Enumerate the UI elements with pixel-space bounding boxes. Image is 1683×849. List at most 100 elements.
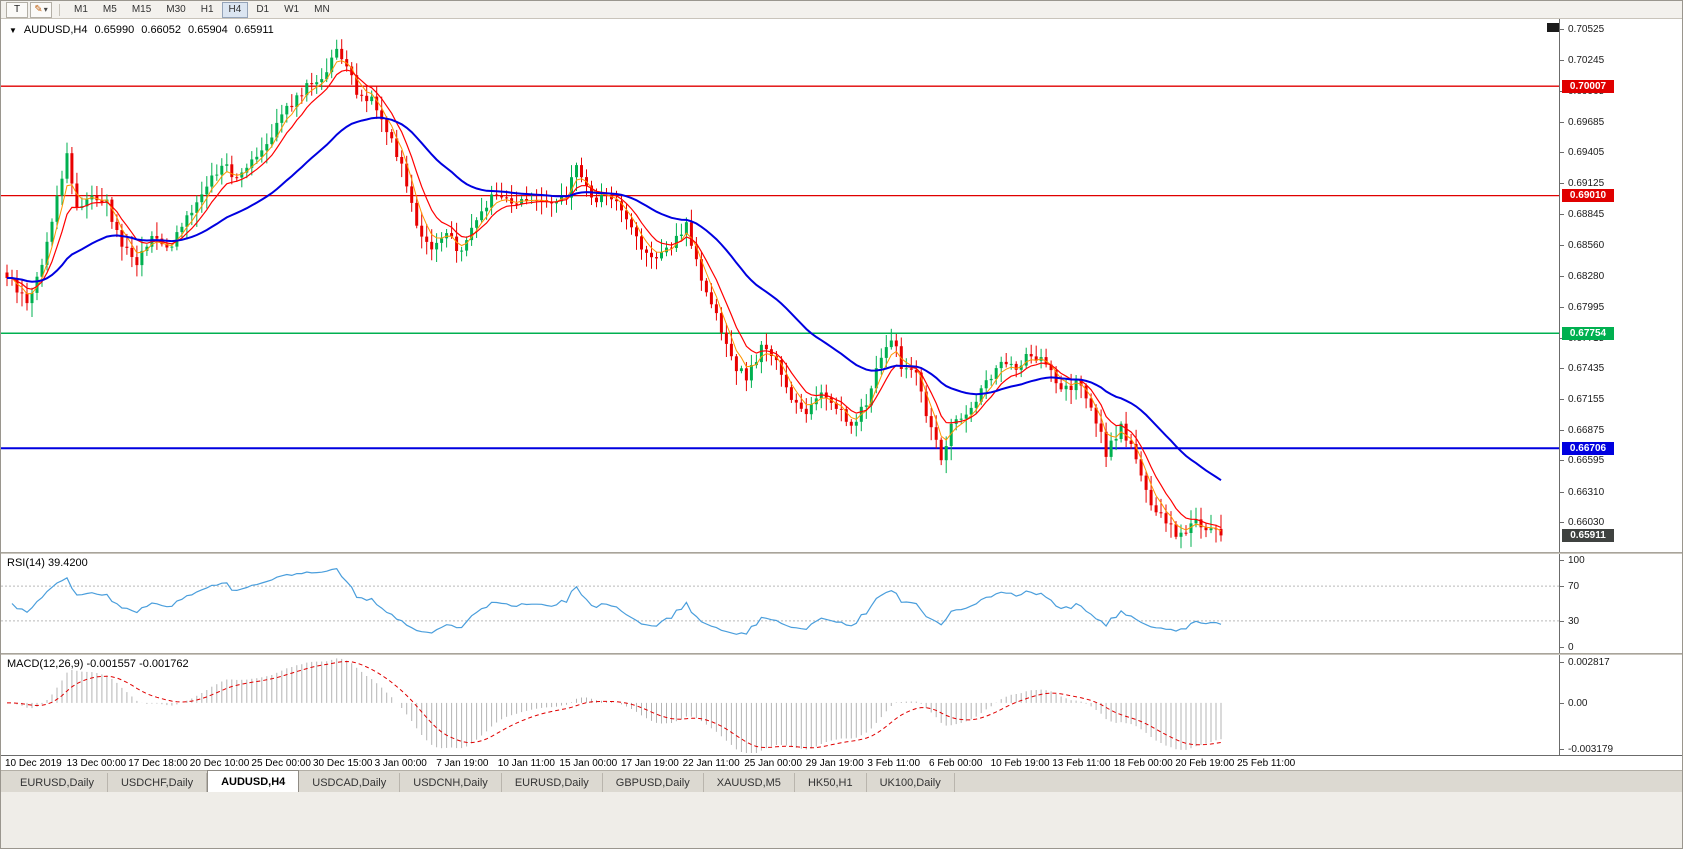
timeframe-button-m30[interactable]: M30 [166, 4, 186, 15]
time-axis-label: 17 Dec 18:00 [128, 758, 188, 769]
main-chart-panel: ▼ AUDUSD,H4 0.65990 0.66052 0.65904 0.65… [1, 19, 1682, 552]
rsi-axis-label: 30 [1568, 615, 1580, 627]
price-badge: 0.66706 [1562, 441, 1614, 455]
time-axis-label: 18 Feb 00:00 [1113, 758, 1173, 769]
chart-tab-eurusd-daily[interactable]: EURUSD,Daily [501, 773, 603, 792]
chart-tab-gbpusd-daily[interactable]: GBPUSD,Daily [602, 773, 704, 792]
axis-tick [1560, 121, 1564, 123]
chart-toolbar: T ✎ ▾ M1 M5 M15 M30 H1 H4 D1 W1 MN [1, 1, 1682, 19]
price-axis-label: 0.69405 [1568, 147, 1605, 159]
time-axis-label: 13 Feb 11:00 [1052, 758, 1111, 769]
time-axis-label: 3 Jan 00:00 [374, 758, 427, 769]
time-axis-label: 25 Jan 00:00 [744, 758, 803, 769]
time-axis-label: 13 Dec 00:00 [66, 758, 127, 769]
time-axis-label: 20 Dec 10:00 [189, 758, 250, 769]
price-axis-label: 0.70525 [1568, 24, 1605, 36]
price-badge: 0.67754 [1562, 326, 1614, 340]
time-axis: 10 Dec 2019 13 Dec 00:00 17 Dec 18:00 20 De… [1, 755, 1682, 770]
axis-tick [1560, 244, 1564, 246]
time-axis-label: 10 Feb 19:00 [990, 758, 1050, 769]
macd-plot[interactable] [1, 655, 1559, 755]
chart-tab-usdchf-daily[interactable]: USDCHF,Daily [107, 773, 208, 792]
price-axis-label: 0.68845 [1568, 208, 1605, 220]
price-axis-label: 0.68560 [1568, 239, 1605, 251]
chart-tab-eurusd-daily[interactable]: EURUSD,Daily [7, 773, 108, 792]
pencil-icon: ✎ [34, 4, 43, 15]
price-axis-label: 0.66030 [1568, 517, 1605, 529]
chart-tab-xauusd-m5[interactable]: XAUUSD,M5 [703, 773, 795, 792]
timeframe-button-mn[interactable]: MN [314, 4, 330, 15]
axis-tick [1560, 213, 1564, 215]
chart-tab-hk50-h1[interactable]: HK50,H1 [794, 773, 867, 792]
axis-tick [1560, 662, 1564, 664]
axis-tick [1560, 60, 1564, 62]
axis-tick [1560, 182, 1564, 184]
main-price-axis: 0.705250.702450.699650.696850.694050.691… [1559, 19, 1682, 552]
text-tool-button[interactable]: T [6, 1, 28, 18]
chevron-down-icon: ▾ [43, 5, 48, 14]
time-axis-label: 10 Dec 2019 [5, 758, 62, 769]
time-axis-label: 25 Feb 11:00 [1237, 758, 1296, 769]
price-axis-label: 0.66875 [1568, 424, 1605, 436]
axis-tick [1560, 586, 1564, 588]
ohlc-open: 0.65990 [94, 24, 135, 36]
timeframe-button-h1[interactable]: H1 [200, 4, 214, 15]
axis-tick [1560, 429, 1564, 431]
price-axis-label: 0.70245 [1568, 55, 1605, 67]
price-axis-label: 0.67435 [1568, 363, 1605, 375]
axis-tick [1560, 647, 1564, 648]
price-axis-label: 0.67995 [1568, 301, 1605, 313]
axis-tick [1560, 29, 1564, 31]
time-axis-label: 22 Jan 11:00 [682, 758, 740, 769]
price-axis-label: 0.66310 [1568, 486, 1605, 498]
collapse-triangle-icon[interactable]: ▼ [9, 25, 17, 35]
timeframe-button-d1[interactable]: D1 [256, 4, 270, 15]
macd-label: MACD(12,26,9) -0.001557 -0.001762 [7, 658, 189, 670]
rsi-plot[interactable] [1, 554, 1559, 653]
timeframe-button-w1[interactable]: W1 [284, 4, 300, 15]
chart-tab-usdcnh-daily[interactable]: USDCNH,Daily [400, 773, 502, 792]
time-axis-label: 3 Feb 11:00 [867, 758, 921, 769]
axis-tick [1560, 460, 1564, 462]
time-axis-label: 30 Dec 15:00 [313, 758, 373, 769]
chart-tab-audusd-h4[interactable]: AUDUSD,H4 [207, 770, 300, 792]
price-axis-label: 0.69685 [1568, 116, 1605, 128]
rsi-axis-label: 100 [1568, 555, 1585, 566]
chart-symbol: AUDUSD,H4 [23, 24, 88, 36]
macd-axis-label: 0.00 [1568, 697, 1588, 709]
timeframe-button-m5[interactable]: M5 [102, 4, 117, 15]
time-axis-label: 17 Jan 19:00 [621, 758, 679, 769]
time-axis-label: 7 Jan 19:00 [436, 758, 489, 769]
chart-shift-marker[interactable] [1547, 23, 1561, 32]
macd-axis-label: -0.003179 [1568, 743, 1614, 755]
macd-panel: MACD(12,26,9) -0.001557 -0.001762 0.0028… [1, 655, 1682, 755]
axis-tick [1560, 368, 1564, 370]
timeframe-button-m15[interactable]: M15 [131, 4, 152, 15]
time-axis-label: 6 Feb 00:00 [929, 758, 983, 769]
chart-tab-usdcad-daily[interactable]: USDCAD,Daily [299, 773, 401, 792]
panel-splitter[interactable] [1, 653, 1682, 655]
price-axis-label: 0.66595 [1568, 455, 1605, 467]
price-badge: 0.70007 [1562, 79, 1614, 93]
time-axis-label: 25 Dec 00:00 [251, 758, 311, 769]
main-chart-plot[interactable] [1, 19, 1559, 552]
axis-tick [1560, 152, 1564, 154]
timeframe-button-h4[interactable]: H4 [221, 1, 249, 18]
toolbar-separator [59, 3, 60, 16]
chart-title: ▼ AUDUSD,H4 0.65990 0.66052 0.65904 0.65… [9, 24, 274, 36]
price-axis-label: 0.67155 [1568, 394, 1605, 405]
axis-tick [1560, 522, 1564, 524]
ohlc-high: 0.66052 [141, 24, 182, 36]
rsi-axis: 100 70 30 0 [1559, 554, 1682, 653]
window-bottom-space [1, 792, 1682, 848]
price-axis-label: 0.69125 [1568, 177, 1605, 189]
timeframe-button-m1[interactable]: M1 [74, 4, 88, 15]
timeframe-buttons: M1 M5 M15 M30 H1 H4 D1 W1 MN [67, 1, 337, 18]
draw-tool-button[interactable]: ✎ ▾ [30, 1, 52, 18]
chart-tab-uk100-daily[interactable]: UK100,Daily [866, 773, 955, 792]
macd-axis-label: 0.002817 [1568, 657, 1610, 669]
panel-splitter[interactable] [1, 552, 1682, 554]
price-axis-label: 0.68280 [1568, 270, 1605, 282]
axis-tick [1560, 620, 1564, 622]
